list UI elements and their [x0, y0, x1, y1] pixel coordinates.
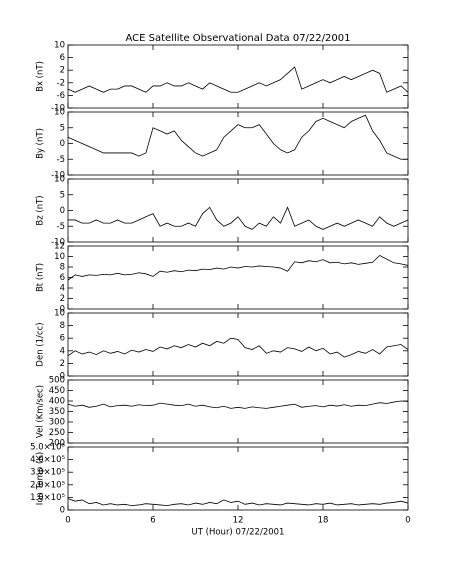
y-axis-label: Bt (nT): [36, 263, 46, 292]
y-tick-label: 0: [60, 506, 65, 516]
y-tick-label: -10: [51, 238, 65, 248]
y-tick-label: 4.0×10⁵: [30, 455, 65, 465]
y-tick-label: 400: [49, 397, 65, 407]
y-tick-label: 5: [60, 123, 65, 133]
y-tick-label: 250: [49, 428, 65, 438]
y-tick-label: 4: [60, 284, 65, 294]
y-axis-label: Den (1/cc): [36, 322, 46, 366]
y-tick-label: 0: [60, 305, 65, 315]
x-tick-label: 0: [65, 516, 70, 526]
plot-frame: [67, 446, 409, 511]
y-tick-label: 1.0×10⁵: [30, 493, 65, 503]
x-tick-label: 18: [318, 516, 329, 526]
y-tick-label: 10: [54, 108, 65, 118]
y-axis-label: Ion Temp (K): [36, 452, 46, 505]
y-tick-label: 12: [54, 242, 65, 252]
y-tick-label: 350: [49, 407, 65, 417]
y-tick-label: 10: [54, 309, 65, 319]
data-line: [67, 254, 409, 281]
y-axis-label: By (nT): [36, 128, 46, 159]
y-tick-label: 10: [54, 175, 65, 185]
y-tick-label: 200: [49, 439, 65, 449]
y-tick-label: 2.0×10⁵: [30, 480, 65, 490]
plot-frame: [67, 379, 409, 444]
x-tick-label: 0: [405, 516, 410, 526]
y-tick-label: 2: [60, 66, 65, 76]
x-tick-label: 12: [233, 516, 244, 526]
plot-frame: [67, 44, 409, 109]
data-line: [67, 66, 409, 93]
y-tick-label: 0: [60, 372, 65, 382]
y-tick-label: -5: [57, 222, 65, 232]
y-tick-label: -10: [51, 171, 65, 181]
x-axis-label: UT (Hour) 07/22/2001: [192, 528, 285, 538]
data-line: [67, 114, 408, 160]
y-axis-label: Vel (Km/sec): [36, 385, 46, 438]
plot-frame: [67, 178, 409, 243]
y-tick-label: 8: [60, 321, 65, 331]
y-tick-label: 300: [49, 418, 65, 428]
y-tick-label: 2: [60, 294, 65, 304]
y-tick-label: 4: [60, 346, 65, 356]
y-tick-label: 10: [54, 41, 65, 51]
y-tick-label: 500: [49, 376, 65, 386]
plot-frame: [67, 111, 409, 176]
y-tick-label: 8: [60, 263, 65, 273]
data-line: [67, 337, 409, 358]
y-tick-label: -6: [57, 91, 65, 101]
data-line: [68, 206, 409, 230]
y-tick-label: -10: [51, 104, 65, 114]
y-tick-label: 6: [60, 53, 65, 63]
y-tick-label: -5: [57, 155, 65, 165]
chart-title: ACE Satellite Observational Data 07/22/2…: [126, 33, 351, 44]
y-tick-label: 10: [54, 252, 65, 262]
data-line: [67, 498, 409, 506]
y-tick-label: 5.0×10⁵: [30, 443, 65, 453]
y-tick-label: 5: [60, 190, 65, 200]
y-tick-label: 6: [60, 334, 65, 344]
data-line: [67, 400, 409, 409]
plot-frame: [67, 245, 409, 310]
y-tick-label: 0: [60, 139, 65, 149]
y-tick-label: 6: [60, 273, 65, 283]
y-axis-label: Bx (nT): [36, 61, 46, 92]
x-tick-label: 6: [150, 516, 155, 526]
y-tick-label: 0: [60, 206, 65, 216]
y-tick-label: 3.0×10⁵: [30, 468, 65, 478]
y-tick-label: -2: [57, 78, 65, 88]
plot-frame: [67, 312, 409, 377]
y-tick-label: 2: [60, 359, 65, 369]
y-axis-label: Bz (nT): [36, 195, 46, 225]
y-tick-label: 450: [49, 386, 65, 396]
